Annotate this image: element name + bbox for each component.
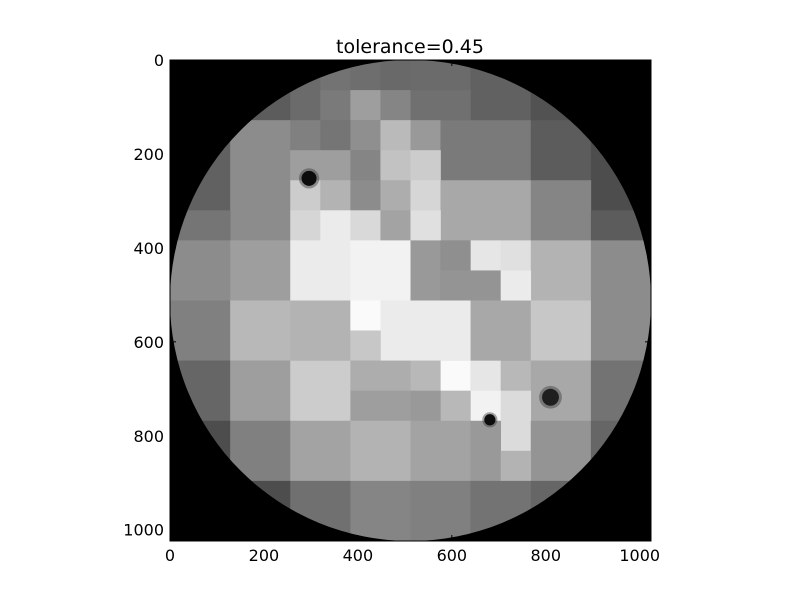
image-region-67	[440, 360, 471, 391]
image-region-11	[380, 90, 411, 121]
image-region-43	[290, 240, 351, 301]
chart-title: tolerance=0.45	[336, 36, 484, 58]
image-region-42	[230, 240, 291, 301]
image-region-49	[530, 240, 592, 301]
image-region-24	[350, 150, 381, 181]
image-region-16	[320, 120, 351, 151]
image-region-33	[530, 180, 592, 241]
image-region-47	[470, 240, 501, 271]
image-region-61	[350, 330, 381, 361]
image-region-19	[410, 120, 441, 151]
image-region-30	[380, 180, 411, 211]
image-region-18	[380, 120, 411, 151]
image-region-32	[440, 180, 532, 241]
image-region-25	[380, 150, 411, 181]
image-region-17	[350, 120, 381, 151]
y-tick-label: 0	[154, 51, 164, 70]
image-region-40	[410, 210, 441, 241]
image-region-55	[290, 300, 351, 361]
image-region-23	[290, 150, 351, 181]
image-region-15	[290, 120, 321, 151]
image-region-46	[440, 240, 471, 271]
x-tick-label: 0	[165, 546, 175, 565]
y-axis: 0 200 400 600 800 1000	[123, 51, 651, 540]
y-tick-label: 600	[133, 333, 164, 352]
image-region-63	[230, 360, 291, 422]
image-region-90	[410, 480, 471, 541]
dark-spot-1	[542, 388, 559, 406]
image-region-52	[500, 270, 532, 301]
image-region-48	[500, 240, 532, 271]
image-region-89	[350, 480, 411, 541]
image-region-50	[590, 240, 651, 301]
image-region-58	[470, 300, 532, 361]
image-region-51	[440, 270, 501, 301]
image-region-41	[170, 240, 231, 301]
image-region-76	[500, 390, 532, 452]
image-region-9	[320, 90, 351, 121]
image-region-69	[500, 360, 532, 391]
image-region-54	[230, 300, 291, 361]
image-region-31	[410, 180, 441, 211]
image-region-20	[440, 120, 532, 181]
image-region-80	[350, 420, 411, 482]
image-regions	[170, 60, 651, 541]
image-region-72	[350, 390, 411, 422]
image-region-65	[350, 360, 411, 391]
image-region-68	[470, 360, 501, 391]
x-tick-label: 400	[343, 546, 374, 565]
image-region-56	[350, 300, 381, 331]
image-region-29	[350, 180, 381, 211]
image-region-79	[290, 420, 351, 482]
y-tick-label: 800	[133, 427, 164, 446]
x-tick-label: 1000	[619, 546, 660, 565]
image-region-26	[410, 150, 441, 181]
image-region-45	[410, 240, 441, 301]
plot-area	[169, 59, 652, 542]
image-region-74	[440, 390, 471, 422]
image-region-38	[350, 210, 381, 241]
image-region-53	[170, 300, 231, 361]
y-tick-label: 400	[133, 239, 164, 258]
image-region-44	[350, 240, 411, 301]
image-region-81	[410, 420, 471, 482]
x-tick-label: 800	[531, 546, 562, 565]
x-tick-label: 600	[437, 546, 468, 565]
image-region-59	[530, 300, 592, 361]
image-region-27	[290, 180, 321, 211]
image-region-14	[230, 120, 291, 241]
dark-spots	[298, 168, 562, 428]
y-tick-label: 1000	[123, 521, 164, 540]
image-region-82	[470, 420, 501, 482]
x-axis: 0 200 400 600 800 1000	[165, 60, 660, 565]
image-region-28	[320, 180, 351, 211]
image-region-37	[320, 210, 351, 241]
y-tick-label: 200	[133, 145, 164, 164]
dark-spot-2	[484, 414, 496, 426]
image-region-85	[500, 450, 532, 482]
image-region-64	[290, 360, 351, 422]
image-region-70	[530, 360, 592, 422]
x-tick-label: 200	[249, 546, 280, 565]
image-region-73	[410, 390, 441, 422]
axes-frame	[169, 59, 652, 542]
image-region-36	[290, 210, 321, 241]
image-region-39	[380, 210, 411, 241]
image-region-5	[380, 60, 411, 91]
image-region-57	[380, 300, 471, 361]
image-region-66	[410, 360, 441, 391]
image-region-60	[590, 300, 651, 361]
image-region-12	[410, 90, 471, 121]
image-region-10	[350, 90, 381, 121]
dark-spot-0	[301, 170, 317, 186]
